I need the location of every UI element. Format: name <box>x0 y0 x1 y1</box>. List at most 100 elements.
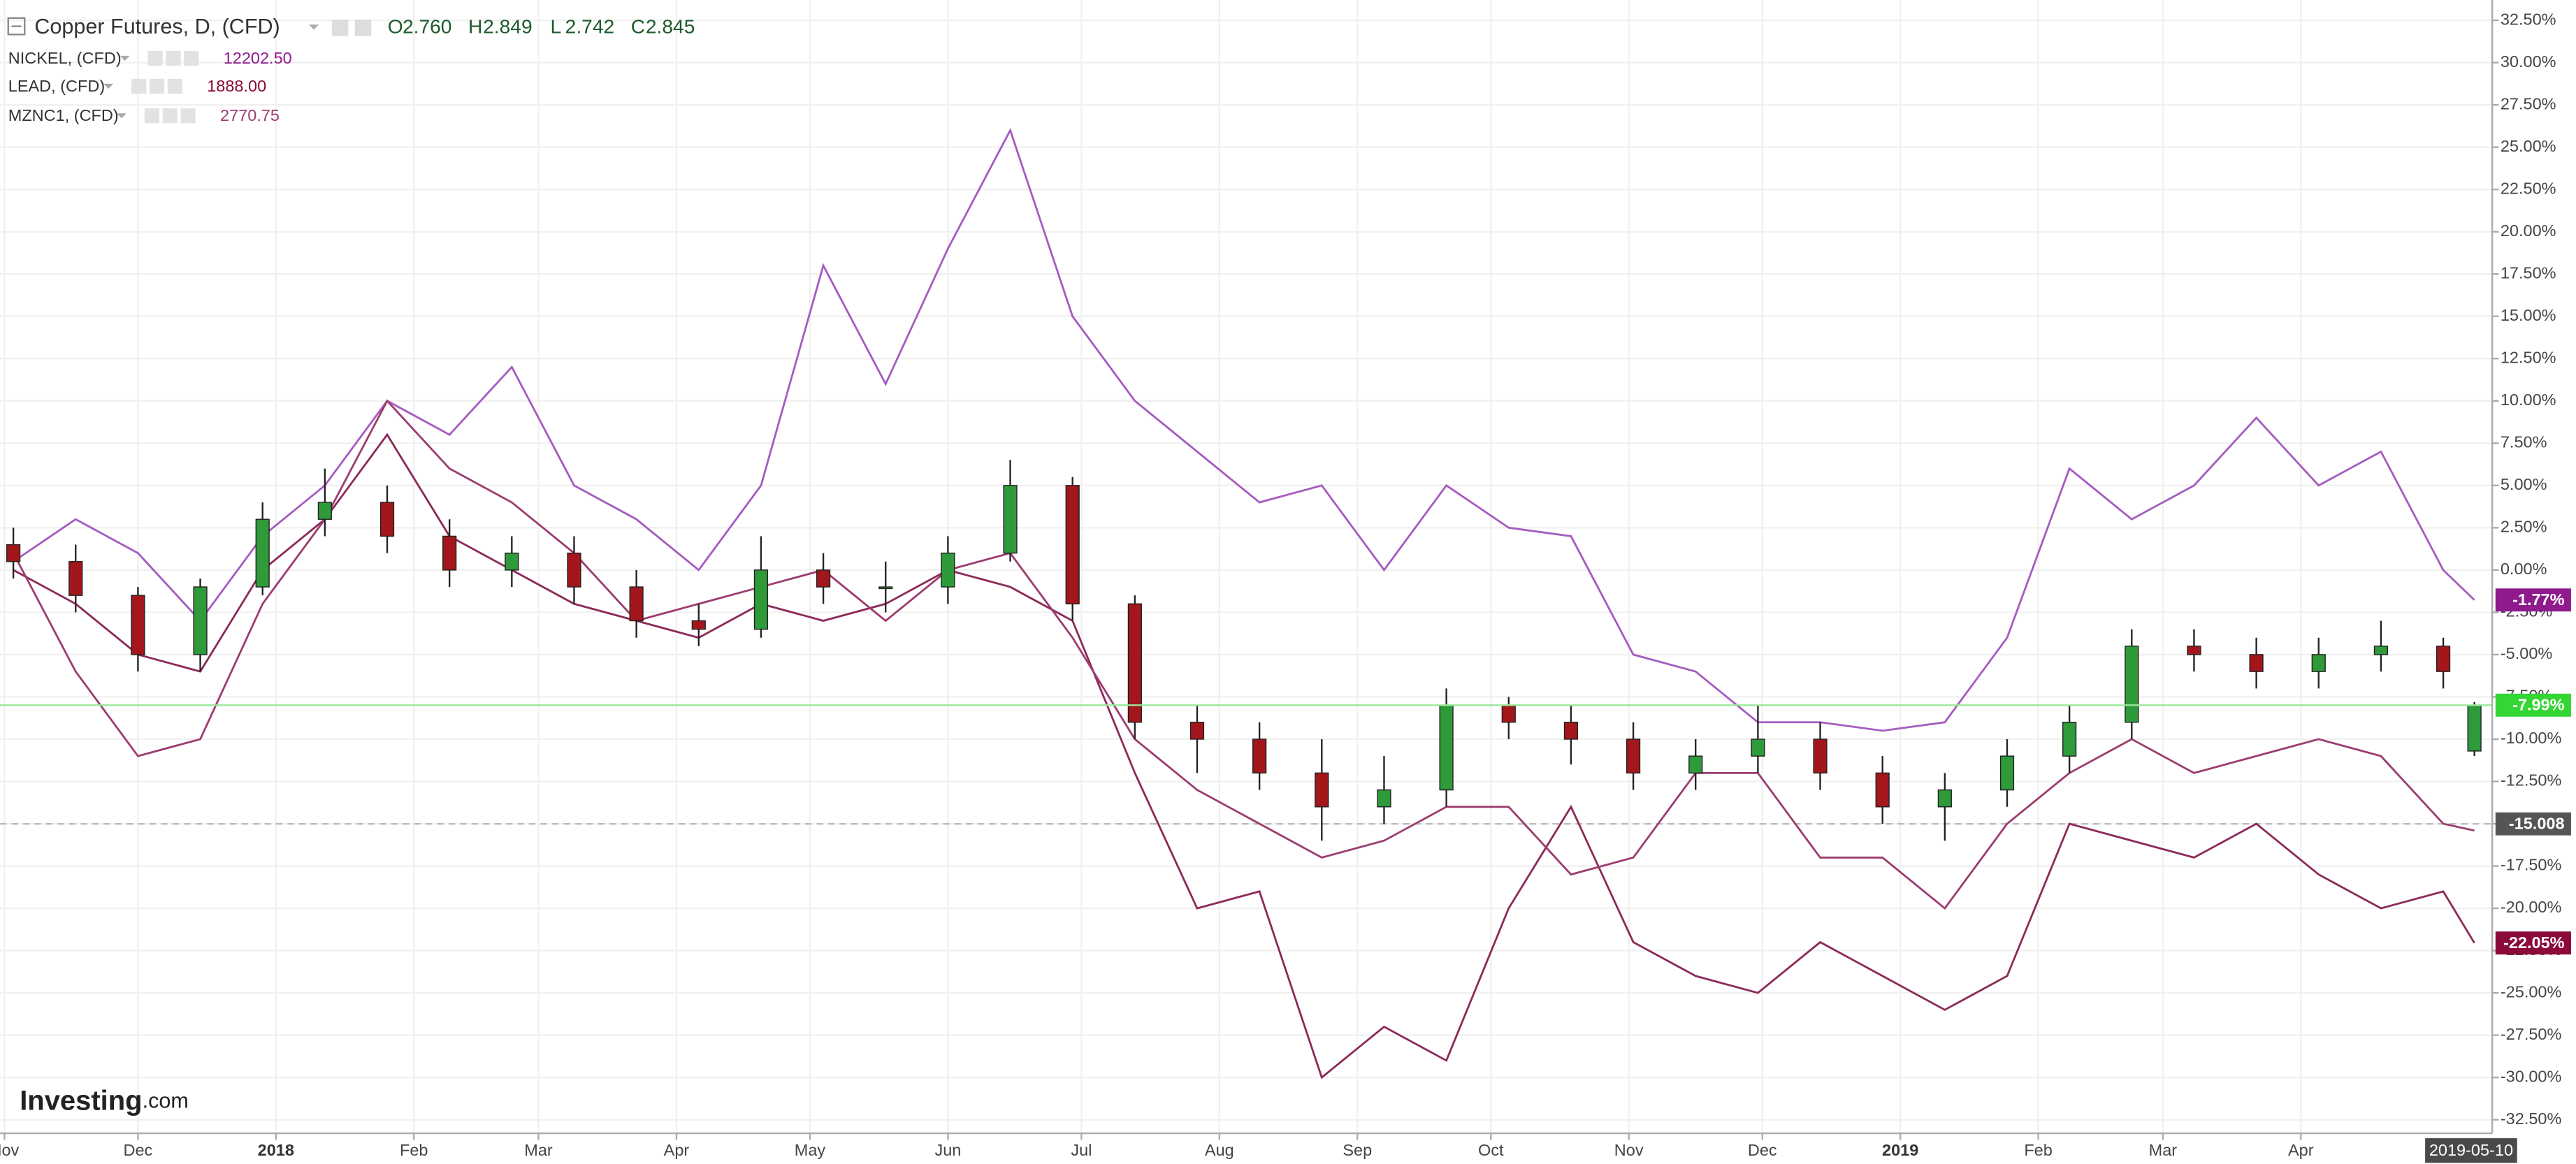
candle-body <box>1751 739 1765 757</box>
x-tick-label: Nov <box>1614 1141 1644 1159</box>
y-tick-label: -27.50% <box>2501 1025 2562 1043</box>
settings-icon[interactable] <box>354 20 372 36</box>
candle-body <box>941 552 955 588</box>
y-tick-label: 25.00% <box>2501 137 2556 155</box>
watermark-domain: .com <box>143 1089 189 1112</box>
series-icon[interactable] <box>166 50 181 66</box>
x-tick-label: Apr <box>2288 1141 2314 1159</box>
settings-icon[interactable] <box>331 20 349 36</box>
candle-body <box>1189 722 1205 740</box>
x-tick-label: Oct <box>1478 1141 1504 1159</box>
x-tick-label: Dec <box>1748 1141 1777 1159</box>
x-tick-label: 2019 <box>1882 1141 1918 1159</box>
x-tick-label: Feb <box>400 1141 428 1159</box>
series-line <box>12 399 2475 910</box>
axes: -32.50%-30.00%-27.50%-25.00%-22.50%-20.0… <box>0 10 2571 1163</box>
y-tick-label: -30.00% <box>2501 1067 2562 1085</box>
grid <box>0 0 2493 1134</box>
y-tick-label: -32.50% <box>2501 1110 2562 1128</box>
legend-value: 1888.00 <box>207 77 266 95</box>
candle-body <box>2125 646 2139 723</box>
candle-body <box>2373 646 2389 655</box>
y-tick-label: -25.00% <box>2501 982 2562 1001</box>
y-tick-label: 22.50% <box>2501 179 2556 197</box>
dropdown-icon[interactable] <box>116 113 127 119</box>
candle-body <box>442 535 457 571</box>
candle-body <box>2062 722 2077 757</box>
ohlc-value: 2.845 <box>646 15 695 37</box>
x-tick-label: Sep <box>1343 1141 1372 1159</box>
collapse-icon[interactable] <box>7 17 26 36</box>
x-tick-label: 2018 <box>258 1141 294 1159</box>
y-tick-label: -20.00% <box>2501 898 2562 916</box>
y-tick-label: 30.00% <box>2501 52 2556 71</box>
y-tick-label: -10.00% <box>2501 729 2562 747</box>
price-tag <box>2495 812 2571 836</box>
header: Copper Futures, D, (CFD) <box>7 15 372 38</box>
dropdown-icon[interactable] <box>103 83 114 89</box>
candle-body <box>1999 755 2015 791</box>
ohlc-key: O <box>388 15 403 37</box>
candle-body <box>1501 704 1516 723</box>
candle-body <box>2436 646 2451 672</box>
candle-body <box>379 502 395 537</box>
watermark-brand: Investing <box>20 1085 142 1116</box>
ohlc-value: 2.849 <box>483 15 533 37</box>
series-icon[interactable] <box>144 108 160 124</box>
y-tick-label: 5.00% <box>2501 475 2547 493</box>
date-tag <box>2425 1138 2517 1163</box>
price-tag-label: -15.008 <box>2509 815 2565 833</box>
candle-body <box>753 569 769 630</box>
price-tag <box>2495 693 2571 717</box>
plot <box>0 127 2493 1079</box>
x-tick-label: Jul <box>1071 1141 1092 1159</box>
y-tick-label: 17.50% <box>2501 263 2556 282</box>
candle-body <box>1252 739 1267 774</box>
y-tick-label: 32.50% <box>2501 10 2556 28</box>
y-tick-label: -17.50% <box>2501 856 2562 874</box>
x-tick-label: Apr <box>664 1141 690 1159</box>
ohlc-value: 2.760 <box>403 15 452 37</box>
y-tick-label: 2.50% <box>2501 518 2547 536</box>
candle-body <box>1003 485 1018 554</box>
candle-body <box>691 620 706 630</box>
candle-body <box>131 595 145 655</box>
series-icon[interactable] <box>184 50 199 66</box>
y-tick-label: 0.00% <box>2501 560 2547 578</box>
y-tick-label: 15.00% <box>2501 306 2556 324</box>
candle-body <box>1315 772 1329 808</box>
candle-body <box>317 502 332 520</box>
price-tag-label: -22.05% <box>2503 933 2565 952</box>
series-icon[interactable] <box>162 108 178 124</box>
candle-body <box>255 518 270 588</box>
date-tag-label: 2019-05-10 <box>2429 1141 2513 1159</box>
legend-name: LEAD, (CFD) <box>8 77 105 95</box>
series-icon[interactable] <box>180 108 196 124</box>
ohlc-key: L <box>551 15 562 37</box>
legend-name: NICKEL, (CFD) <box>8 49 122 67</box>
candle-body <box>1065 485 1080 604</box>
price-tag-label: -7.99% <box>2512 696 2565 714</box>
candle-body <box>1937 789 1952 808</box>
candle-body <box>2467 704 2482 752</box>
candle-body <box>2311 654 2326 672</box>
series-icon[interactable] <box>147 50 163 66</box>
x-tick-label: May <box>795 1141 826 1159</box>
x-tick-label: Aug <box>1205 1141 1234 1159</box>
y-tick-label: 20.00% <box>2501 221 2556 240</box>
candle-body <box>505 552 519 571</box>
candle-body <box>1377 789 1391 808</box>
candle-body <box>1875 772 1890 808</box>
series-icon[interactable] <box>149 78 165 94</box>
candle-body <box>1439 704 1454 791</box>
legend-value: 2770.75 <box>220 106 280 124</box>
series-icon[interactable] <box>167 78 182 94</box>
candle-body <box>6 544 21 562</box>
series-icon[interactable] <box>131 78 147 94</box>
ohlc-value: 2.742 <box>565 15 615 37</box>
watermark: Investing.com <box>20 1085 189 1116</box>
dropdown-icon[interactable] <box>120 55 130 61</box>
dropdown-icon[interactable] <box>308 24 319 30</box>
